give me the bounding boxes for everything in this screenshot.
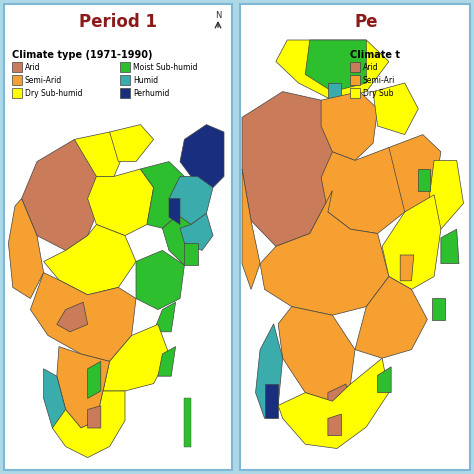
Polygon shape [428,160,464,229]
Polygon shape [278,307,355,401]
Polygon shape [382,195,441,290]
Bar [350,88,360,98]
Text: N: N [215,10,221,19]
Polygon shape [305,40,366,91]
Text: Dry Sub-humid: Dry Sub-humid [25,89,82,98]
Text: Semi-Arid: Semi-Arid [25,75,62,84]
Polygon shape [88,361,101,399]
Polygon shape [180,125,224,188]
Polygon shape [57,346,109,428]
Polygon shape [260,191,389,315]
Text: Semi-Ari: Semi-Ari [363,75,395,84]
Bar [350,75,360,85]
Polygon shape [154,302,175,332]
Polygon shape [88,406,101,428]
Polygon shape [9,199,44,299]
Polygon shape [418,169,429,191]
Polygon shape [74,132,125,176]
Polygon shape [389,135,441,212]
Text: Moist Sub-humid: Moist Sub-humid [133,63,198,72]
Polygon shape [328,414,341,436]
Polygon shape [103,324,169,391]
Bar [4,4,232,470]
Polygon shape [44,225,136,295]
Text: Arid: Arid [363,63,379,72]
Polygon shape [169,176,213,225]
Text: Climate type (1971-1990): Climate type (1971-1990) [12,50,153,60]
Text: Arid: Arid [25,63,41,72]
Polygon shape [44,369,65,436]
Polygon shape [321,147,411,234]
Polygon shape [136,250,184,310]
Text: Period 1: Period 1 [79,13,157,31]
Text: Pe: Pe [355,13,379,31]
Bar [120,75,130,85]
Bar [12,88,22,98]
Polygon shape [432,298,446,319]
Polygon shape [441,229,459,264]
Polygon shape [169,199,180,225]
Polygon shape [57,302,88,332]
Polygon shape [30,273,136,361]
Polygon shape [53,391,125,457]
Polygon shape [373,83,418,135]
Polygon shape [184,399,191,447]
Bar [240,4,470,470]
Bar [12,62,22,72]
Polygon shape [278,358,389,448]
Text: Perhumid: Perhumid [133,89,169,98]
Bar [120,62,130,72]
Polygon shape [242,91,337,246]
Polygon shape [22,139,103,250]
Polygon shape [242,169,260,290]
Polygon shape [264,384,278,419]
Polygon shape [184,243,198,265]
Polygon shape [158,346,175,376]
Polygon shape [328,384,350,419]
Polygon shape [378,367,391,392]
Polygon shape [180,213,213,250]
Text: Dry Sub: Dry Sub [363,89,393,98]
Polygon shape [276,40,389,100]
Polygon shape [355,276,428,358]
Polygon shape [109,125,154,162]
Text: Climate t: Climate t [350,50,400,60]
Polygon shape [163,206,198,265]
Polygon shape [88,169,154,236]
Bar [350,62,360,72]
Text: Humid: Humid [133,75,158,84]
Bar [120,88,130,98]
Bar [12,75,22,85]
Polygon shape [140,162,184,228]
Polygon shape [400,255,414,281]
Polygon shape [321,91,378,160]
Polygon shape [255,324,283,419]
Polygon shape [328,83,341,100]
